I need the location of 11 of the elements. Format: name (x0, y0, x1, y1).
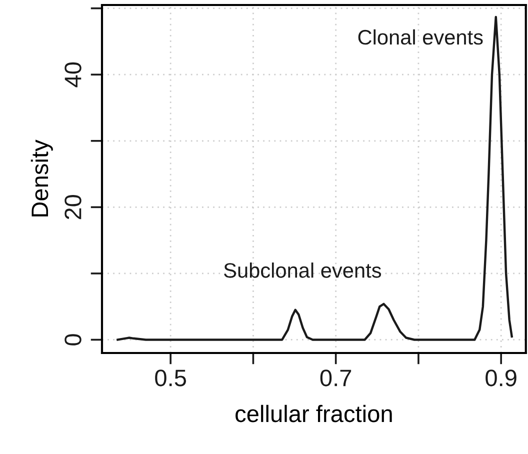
x-tick-label: 0.7 (320, 370, 352, 386)
y-tick-label: 20 (64, 194, 82, 220)
line-series (116, 16, 513, 341)
annotation: Clonal events (358, 29, 483, 45)
annotation: Subclonal events (224, 262, 382, 278)
y-axis-title: Density (30, 140, 53, 216)
x-axis-title: cellular fraction (236, 404, 392, 422)
x-tick-label: 0.5 (155, 370, 186, 386)
y-tick-label: 0 (64, 334, 82, 346)
x-tick-label: 0.9 (486, 370, 516, 386)
y-tick-label: 40 (64, 62, 82, 88)
